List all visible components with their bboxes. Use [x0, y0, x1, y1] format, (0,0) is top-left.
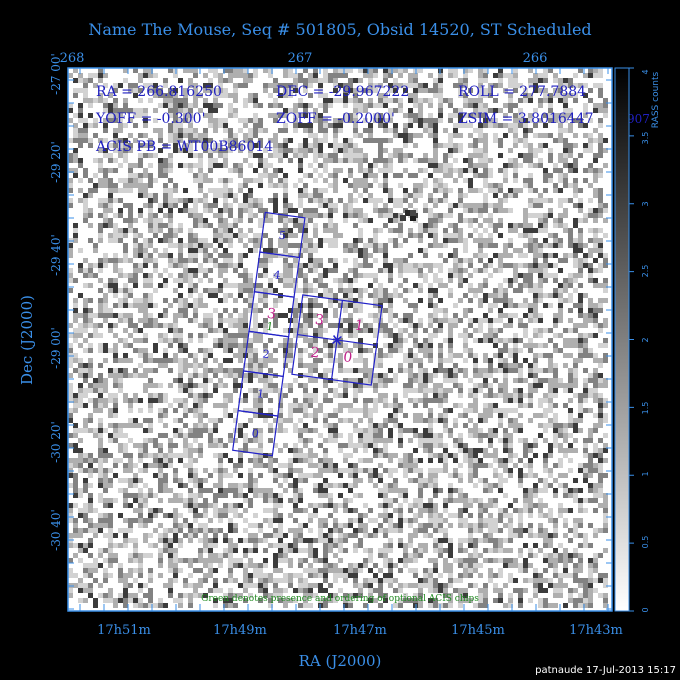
left-tick-label: -30 20' [49, 421, 63, 463]
left-tick-label: -30 40' [49, 509, 63, 551]
acis-s-chip-label: 1 [256, 387, 265, 401]
zsim-overflow-readout: 907 [627, 112, 650, 126]
bottom-tick-label: 17h51m [97, 623, 151, 638]
left-tick-label: -29 00' [49, 327, 63, 369]
bottom-tick-label: 17h47m [333, 623, 387, 638]
acis-s-chip-label: 2 [262, 347, 271, 361]
colorbar-tick-label: 1.5 [641, 402, 650, 415]
y-axis-label: Dec (J2000) [18, 295, 36, 385]
footer-credit: patnaude 17-Jul-2013 15:17 [535, 665, 676, 676]
colorbar-label: RASS counts [651, 71, 661, 128]
colorbar-tick-label: 3.5 [641, 132, 650, 145]
acis-pb-readout: ACIS PB = WT00B86014 [95, 139, 273, 155]
colorbar-tick-label: 3 [641, 201, 650, 206]
axis-ticks [68, 68, 612, 611]
roll-readout: ROLL = 277.7884 [458, 84, 586, 100]
colorbar: 4 3.5 3 2.5 2 1.5 1 0.5 0 RASS counts [614, 67, 661, 613]
colorbar-ticks [629, 67, 634, 612]
bottom-tick-label: 17h45m [451, 623, 505, 638]
sky-image [67, 67, 613, 612]
dec-readout: DEC = -29.967222 [276, 84, 409, 100]
rass-noise-pixels [68, 68, 608, 608]
acis-s-chip-outline [232, 409, 279, 457]
colorbar-gradient [615, 68, 629, 611]
colorbar-tick-label: 2 [641, 337, 650, 342]
acis-s-chip-label: 3 [266, 306, 277, 323]
acis-i-chip-label: 0 [342, 349, 353, 366]
optional-chip-order-label: 1 [265, 320, 274, 334]
acis-s-array: 5 4 3 2 1 0 1 [232, 211, 306, 457]
acis-s-chip-label: 4 [273, 268, 282, 282]
colorbar-tick-label: 0.5 [641, 536, 650, 549]
acis-i-chip-label: 3 [314, 312, 325, 329]
x-axis-label: RA (J2000) [299, 652, 382, 670]
zsim-readout: ZSIM = 3.8016447 [458, 111, 594, 127]
acis-i-chip-label: 1 [354, 317, 365, 334]
bottom-tick-label: 17h43m [569, 623, 623, 638]
left-tick-label: -29 40' [49, 234, 63, 276]
top-tick-label: 268 [60, 51, 85, 66]
yoff-readout: YOFF = -0.300' [95, 111, 205, 127]
acis-s-chip-label: 0 [251, 427, 260, 441]
optional-chips-note: Green denotes presence and ordering of o… [201, 594, 479, 604]
acis-s-chip-label: 5 [278, 229, 287, 243]
plot-frame [67, 67, 613, 612]
colorbar-tick-label: 1 [641, 471, 650, 476]
top-tick-label: 267 [288, 51, 313, 66]
colorbar-tick-label: 4 [641, 69, 650, 74]
acis-i-array: 3 1 2 0 [291, 294, 383, 386]
bottom-tick-label: 17h49m [213, 623, 267, 638]
acis-i-chip-label: 2 [310, 345, 321, 362]
top-tick-label: 266 [523, 51, 548, 66]
left-tick-label: -27 00' [49, 53, 63, 95]
zoff-readout: ZOFF = -0.2000' [276, 111, 395, 127]
colorbar-tick-label: 0 [641, 607, 650, 612]
colorbar-tick-label: 2.5 [641, 265, 650, 278]
page-title: Name The Mouse, Seq # 501805, Obsid 1452… [88, 20, 591, 39]
left-tick-label: -29 20' [49, 141, 63, 183]
aimpoint-marker [332, 335, 342, 345]
ra-readout: RA = 266.816250 [96, 84, 222, 100]
